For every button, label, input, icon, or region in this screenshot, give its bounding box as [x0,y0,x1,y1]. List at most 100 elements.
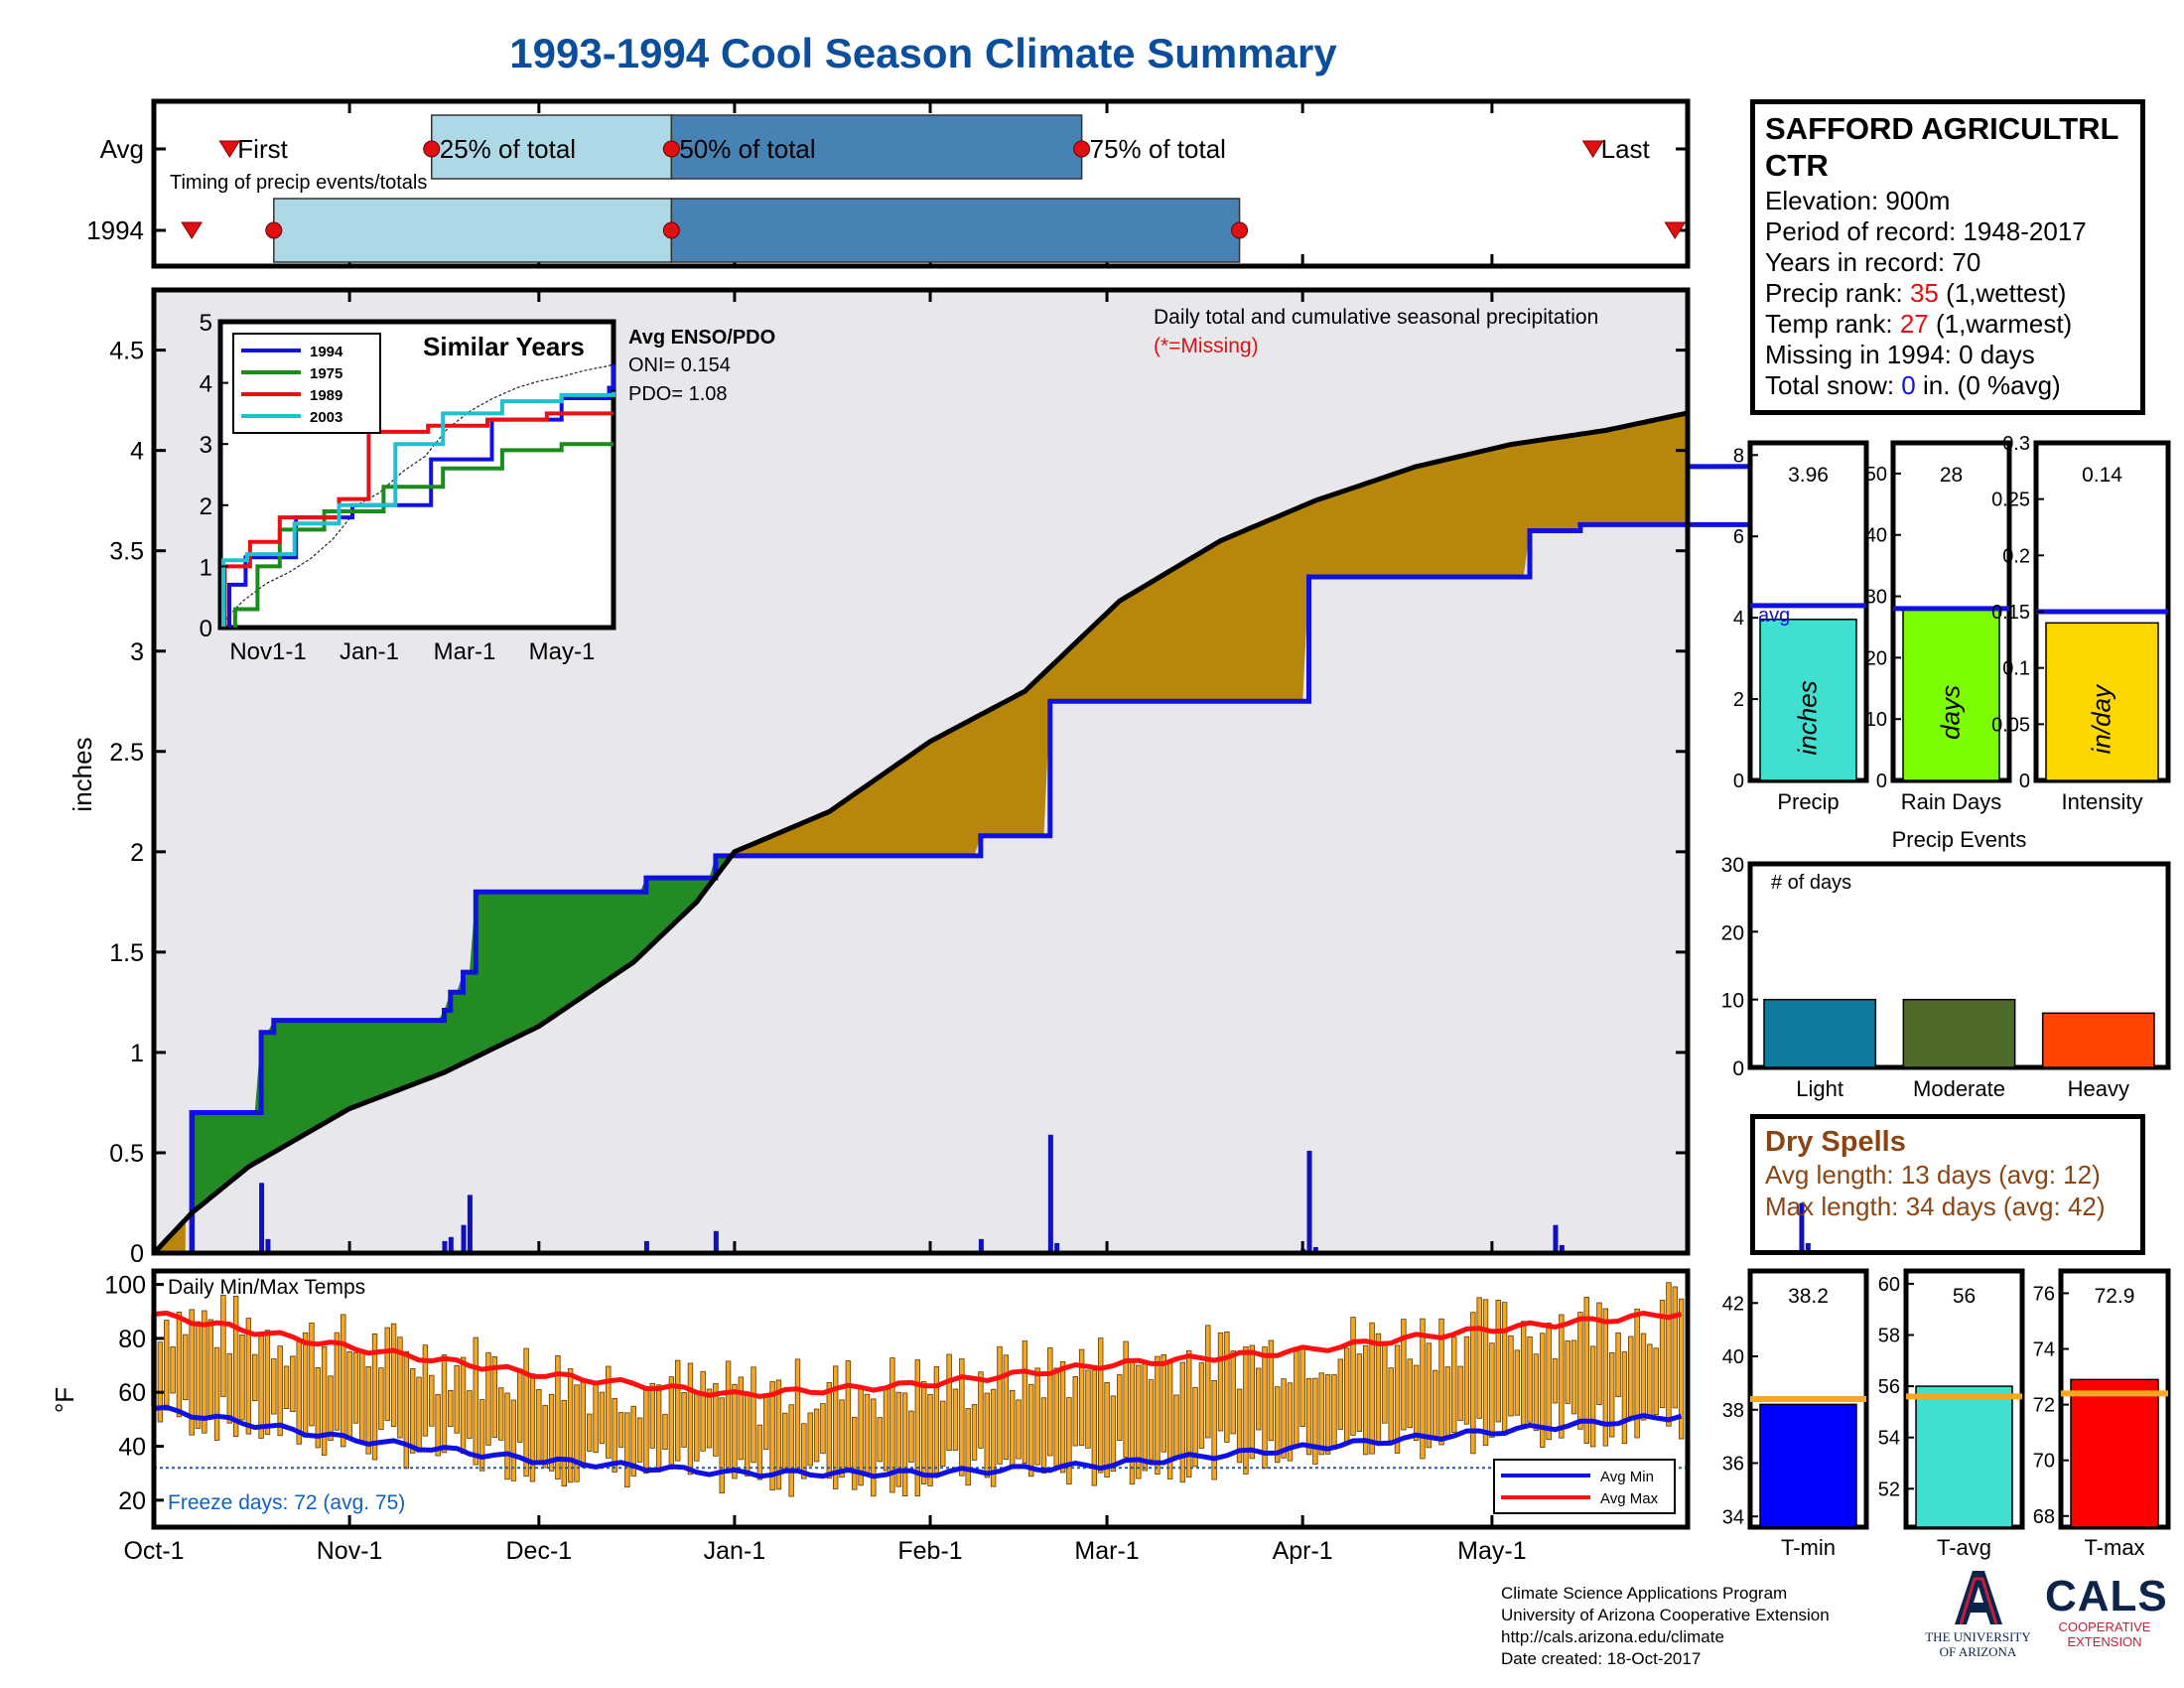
daily-temp-bar [315,1366,322,1449]
daily-temp-bar [593,1383,599,1454]
temperature-plot: 20 40 60 80 100 Oct-1 Nov-1 Dec-1 Jan-1 Feb-1 Mar-… [50,1268,1691,1565]
daily-temp-bar [1192,1386,1198,1468]
daily-temp-bar [1072,1375,1078,1447]
timing-marker-dot [265,221,283,239]
daily-temp-bar [1022,1340,1028,1465]
x-tick-label: Nov-1 [317,1537,383,1565]
daily-temp-bar [283,1365,290,1409]
freeze-days-text: Freeze days: 72 (avg. 75) [168,1491,405,1514]
precip-events-title: Precip Events [1892,827,2027,852]
y-tick-label: 0.15 [1991,602,2030,624]
daily-temp-bar [529,1373,536,1482]
daily-temp-bar [1621,1351,1628,1445]
avg-max-temp-line [153,1310,1683,1400]
daily-temp-bar [1148,1379,1155,1461]
daily-temp-bar [1059,1360,1066,1474]
daily-temp-bar [1205,1325,1211,1439]
y-tick-label: 0 [1733,771,1744,792]
daily-temp-bar [1659,1300,1666,1409]
daily-temp-bar [422,1344,429,1437]
timing-marker-dot [1073,140,1091,158]
daily-temp-bar [801,1423,807,1479]
daily-temp-bar [1009,1389,1016,1466]
y-tick-label: 100 [104,1272,146,1300]
daily-temp-bar [296,1340,302,1445]
daily-temp-bar [738,1376,744,1461]
y-tick-label: 10 [1865,709,1887,731]
summary-unit: days [1936,685,1966,740]
daily-temp-bar [164,1320,170,1411]
timing-avg-label: Last [1601,134,1651,164]
y-tick-label: 2.5 [109,739,144,767]
daily-temp-bar [460,1356,467,1455]
timing-marker-triangle [1581,140,1604,158]
above-average-fill [192,855,729,1213]
y-tick-label: 54 [1878,1428,1900,1450]
daily-temp-bar [1034,1367,1040,1466]
timing-chart-title: Timing of precip events/totals [170,172,427,194]
y-tick-label: 38 [1722,1400,1744,1422]
daily-precip-bar [1312,1246,1318,1253]
daily-temp-bar [599,1391,606,1445]
daily-temp-bar [271,1358,277,1415]
y-tick-label: 0 [130,1240,144,1268]
daily-temp-bar [769,1381,775,1490]
daily-temp-bar [1514,1349,1521,1416]
daily-temp-bar [1678,1298,1685,1440]
similar-years-series-line [222,411,614,628]
daily-temp-bar [1016,1399,1022,1460]
arizona-a-icon [1954,1571,2002,1625]
y-tick-label: 20 [1721,921,1744,944]
summary-value: 56 [1953,1285,1976,1308]
y-tick-label: 20 [1865,647,1887,669]
precip-summary-panel: 0 2 4 6 8 3.96 inches Precip avg [1733,440,1869,814]
temperature-summary-panel: 52 54 56 58 60 56 T-avg [1878,1268,2025,1560]
station-elevation: Elevation: 900m [1765,186,1951,215]
daily-temp-bar [1565,1340,1570,1404]
y-tick-label: 3.5 [109,538,144,566]
daily-temp-bar [1589,1345,1596,1448]
temperature-plot-frame [151,1268,1691,1530]
daily-temp-bar [662,1413,668,1450]
daily-temp-bar [321,1345,328,1456]
daily-temp-bar [1520,1321,1527,1426]
daily-temp-bar [732,1383,738,1479]
daily-temp-bar [895,1391,901,1487]
daily-temp-bar [978,1371,984,1449]
daily-temp-bar [965,1408,971,1486]
timing-marker-dot [662,221,680,239]
daily-temp-bar [1224,1332,1230,1443]
daily-temp-bar [1444,1366,1451,1437]
legend-label: 1994 [310,344,343,360]
daily-temp-bar [341,1314,346,1448]
dry-spells-panel: Dry Spells Avg length: 13 days (avg: 12)… [1750,1114,2145,1255]
similar-years-plot: 0 1 2 3 4 5 Nov1-1 Jan-1 Mar-1 May-1 1994 1975 1989 2… [200,310,776,665]
legend-label: 1975 [310,365,342,382]
daily-temp-bar [1173,1394,1179,1461]
daily-temp-bar [548,1393,555,1472]
daily-temp-bar [580,1379,587,1469]
y-tick-label: 20 [118,1487,146,1515]
daily-temp-bar [706,1388,713,1449]
daily-temp-bar [252,1353,258,1402]
similar-years-series-line [221,391,615,628]
timing-avg-label: 25% of total [440,134,576,164]
daily-temp-bar [409,1368,416,1454]
daily-temp-bar [328,1375,334,1442]
daily-temp-bar [1275,1386,1281,1464]
y-tick-label: 40 [118,1434,146,1462]
timing-row-label: 1994 [86,215,144,245]
timing-marker-triangle [1664,221,1687,239]
daily-temp-bar [258,1336,264,1439]
daily-temp-bar [984,1392,990,1478]
daily-temp-bar [832,1365,839,1489]
timing-avg-label: 75% of total [1090,134,1226,164]
footer-credits: Climate Science Applications Program Uni… [1501,1583,1830,1670]
total-snow: Total snow: 0 in. (0 %avg) [1765,370,2061,400]
footer-link[interactable]: http://cals.arizona.edu/climate [1501,1627,1724,1646]
timing-row-label: Avg [100,134,144,164]
daily-temp-bar [1098,1337,1104,1474]
y-tick-label: 68 [2033,1506,2055,1528]
daily-precip-bar [448,1236,454,1253]
daily-precip-bar [442,1240,448,1253]
